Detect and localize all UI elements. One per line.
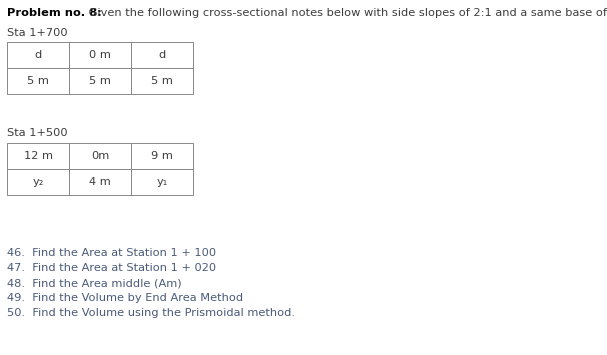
Text: Given the following cross-sectional notes below with side slopes of 2:1 and a sa: Given the following cross-sectional note… [85,8,607,18]
Text: 48.  Find the Area middle (Am): 48. Find the Area middle (Am) [7,278,181,288]
Bar [131,68,193,94]
Text: 49.  Find the Volume by End Area Method: 49. Find the Volume by End Area Method [7,293,243,303]
Bar [69,42,131,68]
Text: y₂: y₂ [32,177,44,187]
Text: Sta 1+500: Sta 1+500 [7,128,67,138]
Bar [131,169,193,195]
Bar [69,68,131,94]
Text: 5 m: 5 m [27,76,49,86]
Bar [7,68,69,94]
Text: 50.  Find the Volume using the Prismoidal method.: 50. Find the Volume using the Prismoidal… [7,308,295,318]
Text: Sta 1+700: Sta 1+700 [7,28,67,38]
Text: 0m: 0m [91,151,109,161]
Text: 47.  Find the Area at Station 1 + 020: 47. Find the Area at Station 1 + 020 [7,263,216,273]
Text: y₁: y₁ [157,177,168,187]
Text: d: d [35,50,42,60]
Text: 4 m: 4 m [89,177,111,187]
Bar [69,143,131,169]
Text: 9 m: 9 m [151,151,173,161]
Text: 0 m: 0 m [89,50,111,60]
Text: Problem no. 8:: Problem no. 8: [7,8,102,18]
Bar [131,143,193,169]
Text: 5 m: 5 m [89,76,111,86]
Text: 12 m: 12 m [24,151,52,161]
Bar [131,42,193,68]
Text: 46.  Find the Area at Station 1 + 100: 46. Find the Area at Station 1 + 100 [7,248,216,258]
Bar [7,42,69,68]
Text: 5 m: 5 m [151,76,173,86]
Bar [69,169,131,195]
Text: d: d [158,50,166,60]
Bar [7,143,69,169]
Bar [7,169,69,195]
